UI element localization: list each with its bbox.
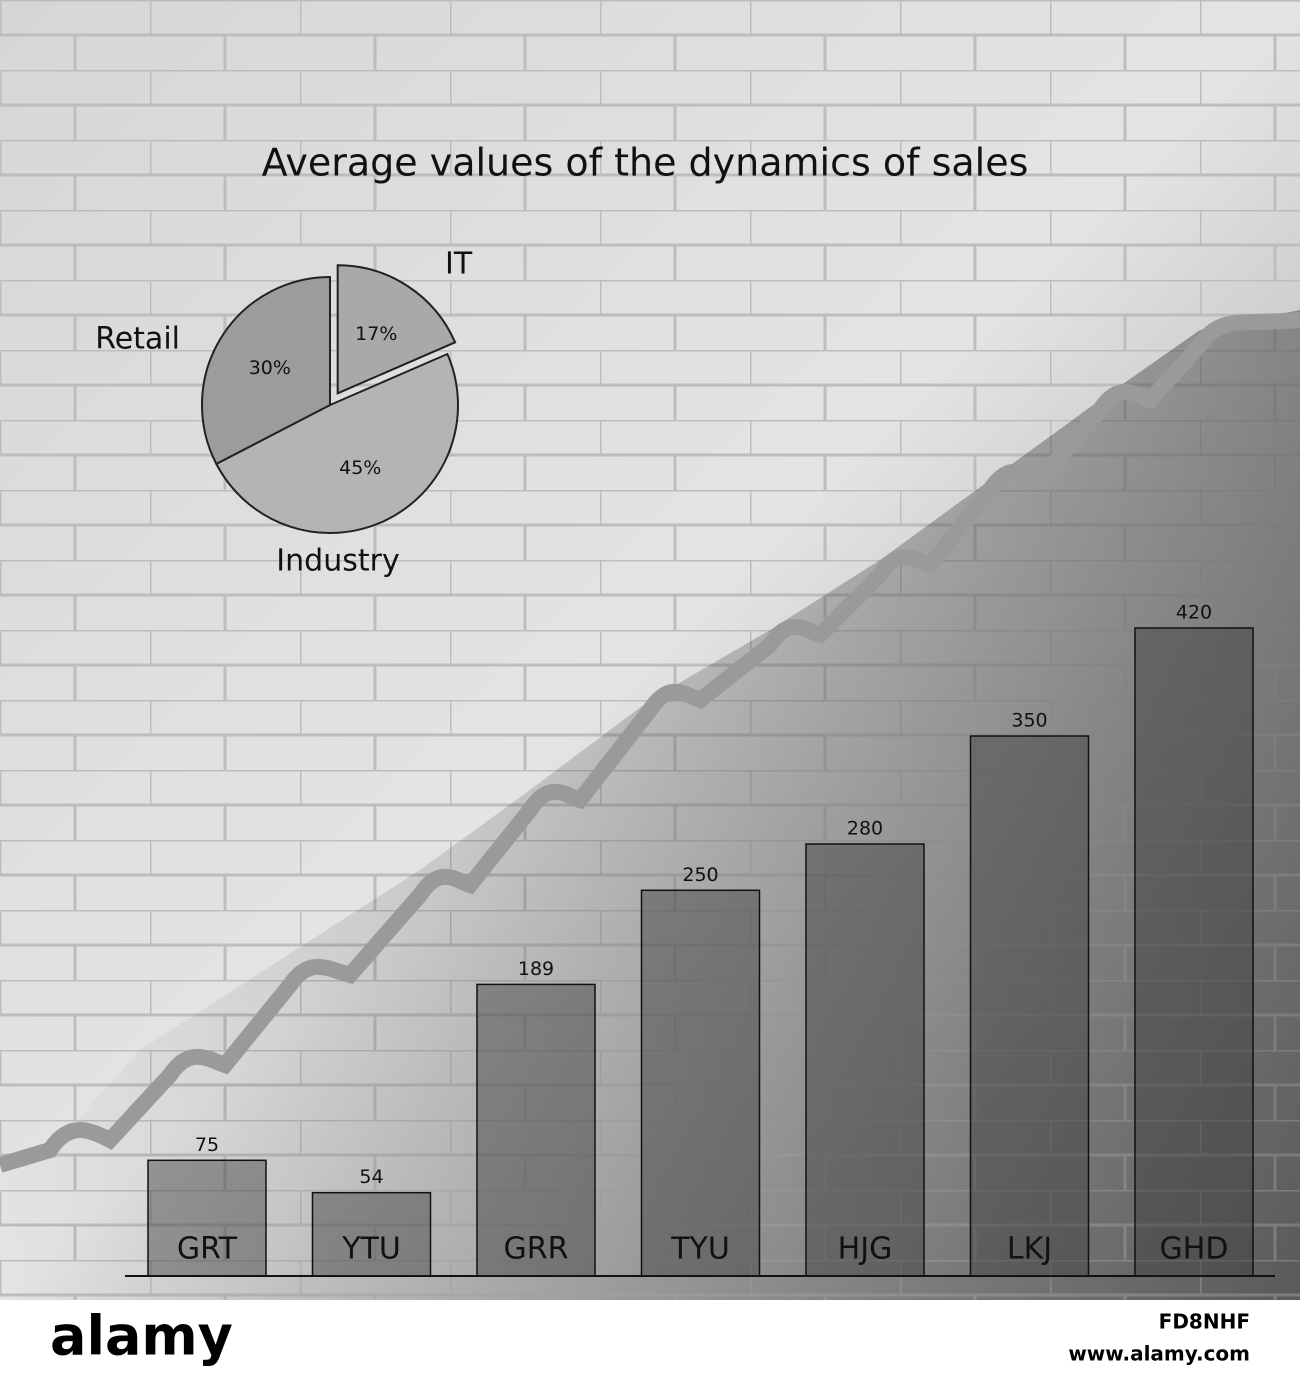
- x-tick-label: HJG: [838, 1232, 893, 1267]
- x-tick-label: LKJ: [1007, 1232, 1052, 1267]
- bar: [640, 889, 761, 1277]
- x-tick-label: TYU: [670, 1232, 730, 1267]
- bar: [969, 735, 1090, 1277]
- chart-title: Average values of the dynamics of sales: [262, 141, 1029, 185]
- pie-slice: [215, 352, 459, 534]
- bar: [476, 983, 596, 1277]
- slice-value-label: 17%: [355, 323, 397, 345]
- image-id: FD8NHF: [1159, 1310, 1250, 1334]
- slice-label: IT: [445, 247, 473, 282]
- bar-value-label: 280: [847, 818, 883, 840]
- pie-slice: [201, 275, 331, 466]
- bar-value-label: 54: [359, 1166, 383, 1188]
- bar-value-label: 189: [518, 958, 554, 980]
- slice-value-label: 45%: [339, 457, 381, 479]
- bar-value-label: 250: [682, 864, 718, 886]
- bar-value-label: 420: [1176, 602, 1212, 624]
- slice-value-label: 30%: [249, 357, 291, 379]
- bar: [1134, 627, 1254, 1277]
- bar: [311, 1191, 432, 1277]
- pie-slice: [336, 264, 457, 395]
- x-tick-label: GRT: [177, 1232, 238, 1267]
- stair-shadow: [0, 310, 1300, 1300]
- x-tick-label: GHD: [1160, 1232, 1229, 1267]
- bar: [147, 1159, 267, 1277]
- slice-label: Industry: [276, 544, 399, 579]
- x-tick-label: YTU: [341, 1232, 401, 1267]
- bar-value-label: 350: [1011, 710, 1047, 732]
- footer: [0, 1300, 1300, 1390]
- bar-value-label: 75: [195, 1134, 219, 1156]
- footer-logo: alamy: [50, 1305, 233, 1368]
- bar: [805, 843, 925, 1277]
- footer-url: www.alamy.com: [1068, 1342, 1250, 1366]
- stairs: [0, 312, 1300, 1173]
- x-tick-label: GRR: [504, 1232, 569, 1267]
- slice-label: Retail: [95, 322, 180, 357]
